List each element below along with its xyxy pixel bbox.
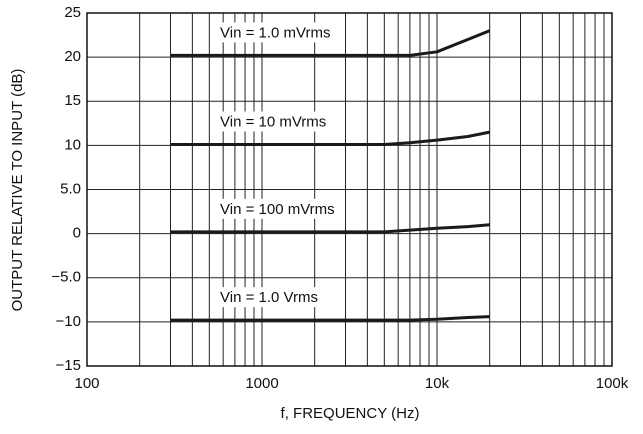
x-tick-label: 100k — [596, 375, 629, 392]
series-line — [170, 315, 490, 322]
series-label: Vin = 1.0 Vrms — [220, 289, 318, 306]
y-tick-label: 25 — [64, 4, 81, 21]
label-background — [214, 287, 324, 308]
x-axis-title: f, FREQUENCY (Hz) — [281, 405, 420, 422]
x-tick-label: 10k — [425, 375, 450, 392]
y-tick-label: −10 — [56, 313, 81, 330]
x-tick-label: 1000 — [245, 375, 278, 392]
label-background — [214, 22, 337, 43]
y-tick-label: 0 — [73, 225, 81, 242]
label-background — [214, 198, 341, 219]
series-label: Vin = 1.0 mVrms — [220, 24, 330, 41]
plot-frame — [86, 12, 613, 367]
series-line — [170, 130, 490, 146]
series-label: Vin = 10 mVrms — [220, 113, 326, 130]
y-tick-label: 5.0 — [60, 180, 81, 197]
y-tick-label: −5.0 — [51, 269, 81, 286]
y-tick-label: 15 — [64, 92, 81, 109]
y-tick-label: 20 — [64, 48, 81, 65]
label-background — [214, 111, 333, 132]
x-tick-label: 100 — [74, 375, 99, 392]
series-label: Vin = 100 mVrms — [220, 201, 335, 218]
y-tick-label: 10 — [64, 136, 81, 153]
series-line — [170, 223, 490, 234]
y-tick-label: −15 — [56, 357, 81, 374]
series-line — [170, 29, 491, 57]
y-axis-title: OUTPUT RELATIVE TO INPUT (dB) — [9, 69, 26, 312]
